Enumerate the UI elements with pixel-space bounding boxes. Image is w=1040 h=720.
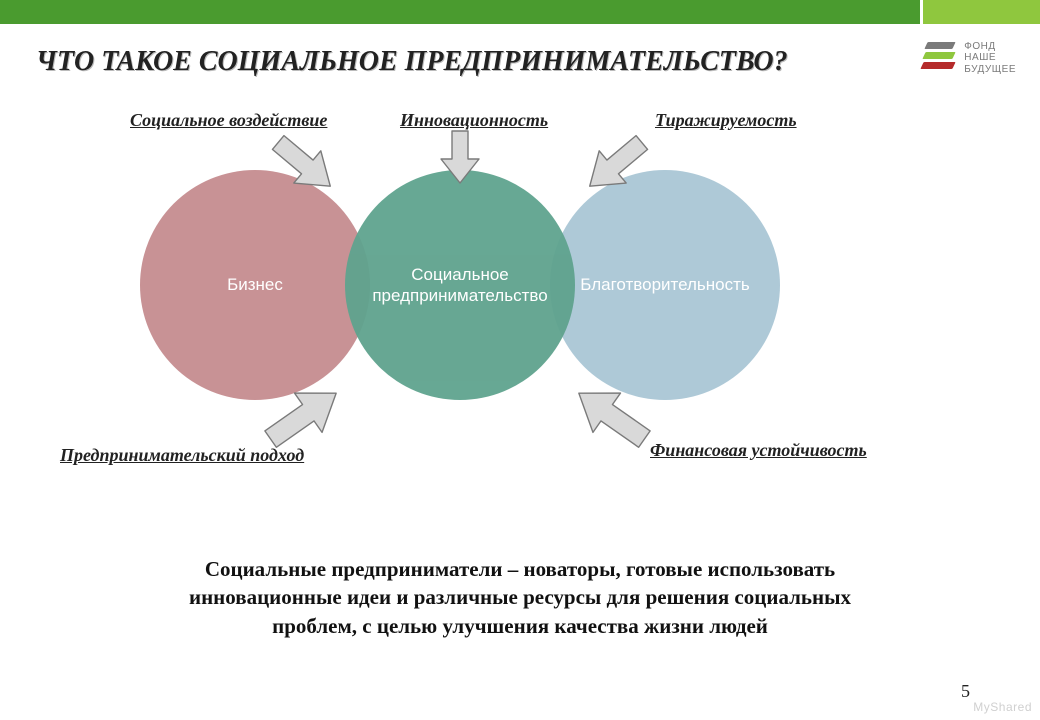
circle-charity-label: Благотворительность xyxy=(580,275,750,295)
arrow-bottom-right-icon xyxy=(560,375,660,455)
logo-line1: ФОНД xyxy=(964,41,1016,53)
topbar-main xyxy=(0,0,920,24)
topbar-accent xyxy=(920,0,1040,24)
label-social-impact: Социальное воздействие xyxy=(130,110,327,131)
arrow-top-mid-icon xyxy=(430,128,490,186)
circle-business-label: Бизнес xyxy=(227,275,283,295)
arrow-top-left-icon xyxy=(260,130,350,200)
page-number: 5 xyxy=(961,681,970,702)
arrow-top-right-icon xyxy=(570,130,660,200)
logo-line3: БУДУЩЕЕ xyxy=(964,64,1016,76)
topbar xyxy=(0,0,1040,24)
venn-diagram: Бизнес Благотворительность Социальное пр… xyxy=(90,100,850,470)
watermark: MyShared xyxy=(973,700,1032,714)
logo-line2: НАШЕ xyxy=(964,52,1016,64)
page-title: ЧТО ТАКОЕ СОЦИАЛЬНОЕ ПРЕДПРИНИМАТЕЛЬСТВО… xyxy=(36,46,788,78)
circle-social-ent: Социальное предпринимательство xyxy=(345,170,575,400)
label-replicability: Тиражируемость xyxy=(655,110,797,131)
circle-charity: Благотворительность xyxy=(550,170,780,400)
summary-paragraph: Социальные предприниматели – новаторы, г… xyxy=(0,555,1040,640)
logo-bar-3 xyxy=(921,62,956,69)
label-financial: Финансовая устойчивость xyxy=(650,440,867,461)
arrow-bottom-left-icon xyxy=(255,375,355,455)
brand-logo: ФОНД НАШЕ БУДУЩЕЕ xyxy=(918,40,1016,76)
circle-business: Бизнес xyxy=(140,170,370,400)
logo-bar-1 xyxy=(925,42,956,49)
logo-bar-2 xyxy=(923,52,956,59)
logo-mark xyxy=(918,40,958,76)
circle-social-ent-label: Социальное предпринимательство xyxy=(345,264,575,307)
logo-text: ФОНД НАШЕ БУДУЩЕЕ xyxy=(964,41,1016,76)
